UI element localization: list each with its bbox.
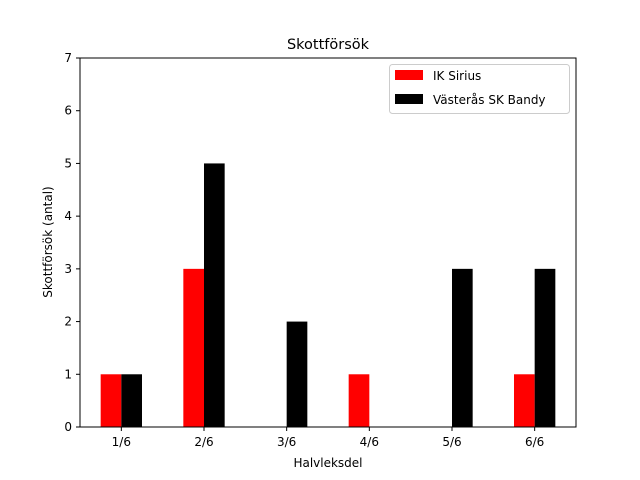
legend-swatch-ik-sirius — [395, 70, 423, 80]
x-tick-label: 4/6 — [360, 435, 379, 449]
y-tick-label: 4 — [64, 209, 72, 223]
x-axis: 1/6 2/6 3/6 4/6 5/6 6/6 — [112, 427, 544, 449]
x-axis-title: Halvleksdel — [293, 456, 362, 470]
x-tick-label: 2/6 — [194, 435, 213, 449]
bar-v-ster-s-sk-bandy-2-6 — [204, 163, 225, 427]
y-tick-label: 7 — [64, 51, 72, 65]
bar-v-ster-s-sk-bandy-1-6 — [121, 374, 142, 427]
y-tick-label: 5 — [64, 156, 72, 170]
chart-title: Skottförsök — [287, 37, 370, 53]
y-tick-label: 3 — [64, 262, 72, 276]
bar-ik-sirius-4-6 — [348, 374, 370, 427]
plot-area-frame — [79, 57, 577, 428]
y-tick-label: 6 — [64, 104, 72, 118]
legend-label-ik-sirius: IK Sirius — [433, 69, 481, 83]
bar-v-ster-s-sk-bandy-6-6 — [534, 268, 556, 427]
legend: IK Sirius Västerås SK Bandy — [389, 64, 570, 114]
x-tick-label: 5/6 — [442, 435, 461, 449]
y-tick-label: 2 — [64, 315, 72, 329]
y-axis-title: Skottförsök (antal) — [41, 186, 55, 297]
x-tick-label: 6/6 — [525, 435, 544, 449]
bar-v-ster-s-sk-bandy-5-6 — [452, 268, 473, 427]
legend-swatch-vasteras-sk-bandy — [395, 94, 423, 104]
x-tick-label: 3/6 — [277, 435, 296, 449]
y-axis: 0 1 2 3 4 5 6 7 — [64, 51, 80, 434]
x-tick-label: 1/6 — [112, 435, 131, 449]
y-tick-label: 1 — [64, 367, 72, 381]
legend-label-vasteras-sk-bandy: Västerås SK Bandy — [433, 93, 546, 107]
y-tick-label: 0 — [64, 420, 72, 434]
bar-v-ster-s-sk-bandy-3-6 — [286, 321, 308, 427]
bar-ik-sirius-1-6 — [100, 374, 122, 427]
bar-ik-sirius-2-6 — [183, 268, 204, 427]
legend-frame — [389, 64, 570, 114]
bars-group — [100, 163, 556, 427]
bar-ik-sirius-6-6 — [514, 374, 535, 427]
